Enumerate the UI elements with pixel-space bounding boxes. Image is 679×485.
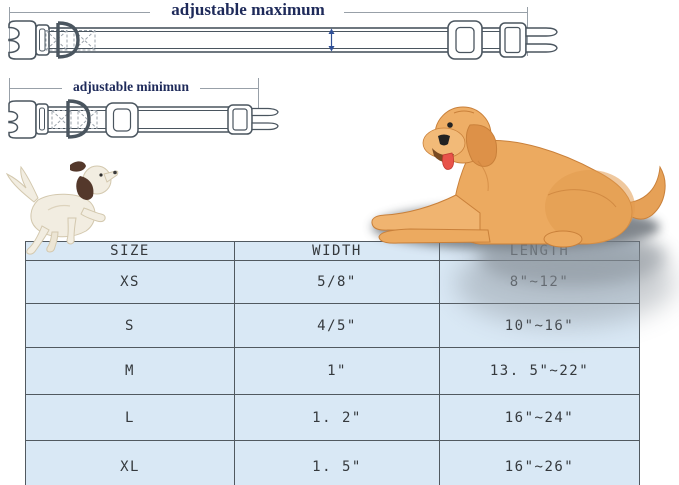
width-cell: 1. 5" [234,440,440,485]
female-buckle-icon [8,20,37,60]
size-cell: XS [25,260,235,304]
table-row-xl: XL 1. 5" 16"~26" [25,440,640,485]
diagram-label-maximum: adjustable maximum [171,0,325,19]
table-row-l: L 1. 2" 16"~24" [25,394,640,441]
size-chart-table: SIZE WIDTH LENGTH XS 5/8" 8"~12" S 4/5" … [25,241,640,485]
retriever-body-group [371,106,666,248]
puppy-nose [113,170,117,175]
head-contour [453,110,475,114]
d-ring-icon [56,21,80,59]
puppy-rear-leg [26,225,50,255]
haunch-crease [547,189,617,208]
width-cell: 1. 2" [234,394,440,441]
retriever-nose [438,134,450,146]
puppy-rear-leg-2 [46,231,59,253]
shoulder-crease [477,160,489,192]
buckle-strap-slot [39,107,45,131]
width-cell: 5/8" [234,260,440,304]
width-cell: 4/5" [234,303,440,348]
retriever-ear [465,124,498,167]
retriever-front-leg-lower [378,228,491,244]
width-arrow-icon [328,28,335,52]
length-cell: 13. 5"~22" [439,347,640,395]
puppy-body [30,193,96,238]
table-row-s: S 4/5" 10"~16" [25,303,640,348]
buckle-prong-top [251,107,279,117]
size-cell: S [25,303,235,348]
male-buckle-opening [232,108,248,131]
slider-opening [112,108,132,132]
table-row-m: M 1" 13. 5"~22" [25,347,640,395]
puppy-ear-up [70,161,86,172]
length-cell: 16"~24" [439,394,640,441]
retriever-rear-paw [543,230,583,248]
puppy-illustration [5,161,119,255]
size-cell: L [25,394,235,441]
puppy-front-leg-down [66,217,77,245]
puppy-tail [5,165,39,203]
length-cell: 16"~26" [439,440,640,485]
retriever-eye [447,122,453,128]
retriever-front-leg-upper [371,194,481,232]
buckle-prong-top [525,27,558,37]
slider-opening [455,26,475,54]
retriever-haunch [545,170,635,244]
puppy-ear-floppy [76,176,94,200]
retriever-tongue [442,152,455,170]
width-cell: 1" [234,347,440,395]
puppy-body-group [5,161,119,255]
buckle-prong-bottom [251,122,279,131]
buckle-prong-bottom [525,43,558,53]
puppy-body-shading [47,204,71,211]
diagram-label-minimum: adjustable minimun [73,79,189,94]
col-header-size: SIZE [25,241,235,261]
collar-strap-min [43,106,241,133]
strap-edge-stitch-lines [46,31,506,49]
male-buckle-opening [504,26,521,54]
buckle-strap-slot [39,28,46,52]
collar-diagram-maximum [8,7,558,60]
col-header-width: WIDTH [234,241,440,261]
female-buckle-icon [8,100,37,139]
collar-diagram-minimum [8,78,279,139]
size-cell: XL [25,440,235,485]
length-cell: 10"~16" [439,303,640,348]
golden-retriever-illustration [371,106,666,248]
d-ring-icon [66,99,91,139]
puppy-front-leg-raised [80,207,106,223]
puppy-eye [99,173,103,177]
dog-shadow-wash [455,240,675,326]
size-cell: M [25,347,235,395]
